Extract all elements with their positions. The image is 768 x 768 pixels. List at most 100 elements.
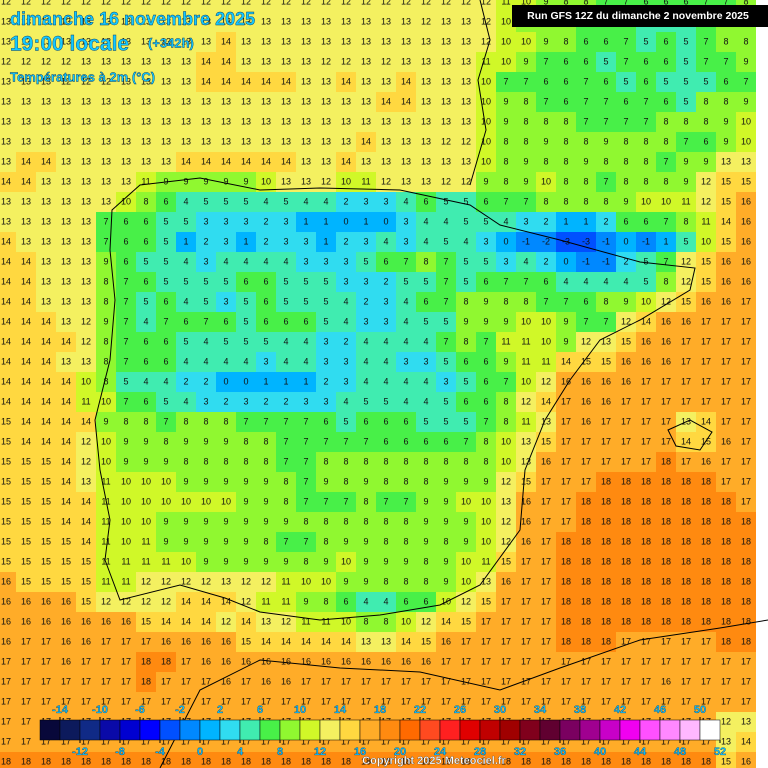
temperature-value: 13: [41, 236, 51, 246]
temperature-value: 16: [661, 336, 671, 346]
temperature-value: 10: [301, 576, 311, 586]
temperature-value: 10: [701, 236, 711, 246]
temperature-value: 8: [183, 456, 188, 466]
temperature-value: 8: [603, 196, 608, 206]
temperature-cell: [576, 112, 596, 132]
temperature-cell: [16, 252, 36, 272]
temperature-cell: [0, 552, 16, 572]
temperature-value: 5: [163, 396, 168, 406]
temperature-cell: [176, 552, 196, 572]
temperature-value: 13: [321, 76, 331, 86]
temperature-cell: [76, 112, 96, 132]
temperature-value: 10: [461, 556, 471, 566]
temperature-value: 6: [423, 436, 428, 446]
temperature-cell: [36, 32, 56, 52]
temperature-value: 18: [721, 496, 731, 506]
temperature-value: 9: [363, 576, 368, 586]
temperature-cell: [396, 72, 416, 92]
temperature-cell: [596, 272, 616, 292]
temperature-value: 7: [663, 156, 668, 166]
temperature-cell: [0, 592, 16, 612]
temperature-value: 18: [601, 616, 611, 626]
temperature-cell: [216, 52, 236, 72]
temperature-value: 14: [61, 456, 71, 466]
temperature-cell: [296, 432, 316, 452]
temperature-value: 4: [323, 196, 328, 206]
temperature-value: 3: [283, 216, 288, 226]
temperature-value: 7: [443, 276, 448, 286]
temperature-value: 17: [501, 616, 511, 626]
temperature-cell: [16, 72, 36, 92]
temperature-value: 9: [183, 536, 188, 546]
temperature-cell: [96, 32, 116, 52]
temperature-cell: [676, 92, 696, 112]
temperature-cell: [216, 532, 236, 552]
temperature-value: 13: [381, 36, 391, 46]
temperature-value: 17: [561, 676, 571, 686]
temperature-cell: [416, 512, 436, 532]
temperature-value: 6: [423, 196, 428, 206]
temperature-cell: [436, 0, 456, 12]
temperature-value: 9: [483, 476, 488, 486]
temperature-cell: [176, 292, 196, 312]
temperature-value: 2: [203, 376, 208, 386]
temperature-value: 13: [381, 636, 391, 646]
temperature-value: 13: [261, 56, 271, 66]
temperature-value: 6: [643, 216, 648, 226]
temperature-cell: [396, 392, 416, 412]
temperature-value: 4: [163, 376, 168, 386]
temperature-value: 10: [141, 476, 151, 486]
temperature-value: 9: [103, 316, 108, 326]
temperature-value: 15: [41, 536, 51, 546]
temperature-cell: [236, 212, 256, 232]
temperature-value: 17: [721, 336, 731, 346]
temperature-value: 7: [283, 536, 288, 546]
temperature-cell: [156, 532, 176, 552]
temperature-value: 17: [741, 656, 751, 666]
temperature-value: 8: [323, 516, 328, 526]
temperature-value: 9: [503, 316, 508, 326]
temperature-cell: [156, 212, 176, 232]
temperature-value: 14: [201, 596, 211, 606]
temperature-cell: [216, 192, 236, 212]
temperature-cell: [536, 192, 556, 212]
temperature-value: 14: [361, 136, 371, 146]
temperature-value: 5: [223, 336, 228, 346]
temperature-value: 3: [223, 216, 228, 226]
temperature-value: 8: [223, 416, 228, 426]
temperature-cell: [456, 272, 476, 292]
temperature-cell: [0, 332, 16, 352]
temperature-cell: [276, 472, 296, 492]
temperature-cell: [556, 132, 576, 152]
temperature-value: 12: [461, 596, 471, 606]
temperature-cell: [396, 112, 416, 132]
temperature-cell: [596, 512, 616, 532]
temperature-value: 6: [283, 316, 288, 326]
temperature-cell: [256, 472, 276, 492]
temperature-value: 8: [523, 96, 528, 106]
date-title: dimanche 16 novembre 2025: [10, 9, 255, 29]
temperature-value: 14: [181, 596, 191, 606]
temperature-cell: [296, 112, 316, 132]
temperature-value: 14: [61, 416, 71, 426]
temperature-cell: [696, 92, 716, 112]
temperature-value: 3: [363, 196, 368, 206]
colorbar-label: 42: [614, 704, 626, 716]
temperature-value: 13: [21, 236, 31, 246]
temperature-value: 13: [241, 136, 251, 146]
temperature-cell: [696, 592, 716, 612]
temperature-value: 4: [403, 336, 408, 346]
colorbar-swatch: [399, 719, 421, 741]
temperature-value: 4: [363, 336, 368, 346]
temperature-cell: [476, 152, 496, 172]
temperature-value: 13: [21, 96, 31, 106]
temperature-value: 16: [21, 596, 31, 606]
temperature-cell: [0, 32, 16, 52]
temperature-cell: [676, 372, 696, 392]
colorbar-swatch: [339, 719, 361, 741]
temperature-value: 18: [661, 496, 671, 506]
temperature-value: 10: [101, 396, 111, 406]
temperature-value: 15: [61, 556, 71, 566]
temperature-cell: [296, 312, 316, 332]
temperature-value: 13: [721, 736, 731, 746]
